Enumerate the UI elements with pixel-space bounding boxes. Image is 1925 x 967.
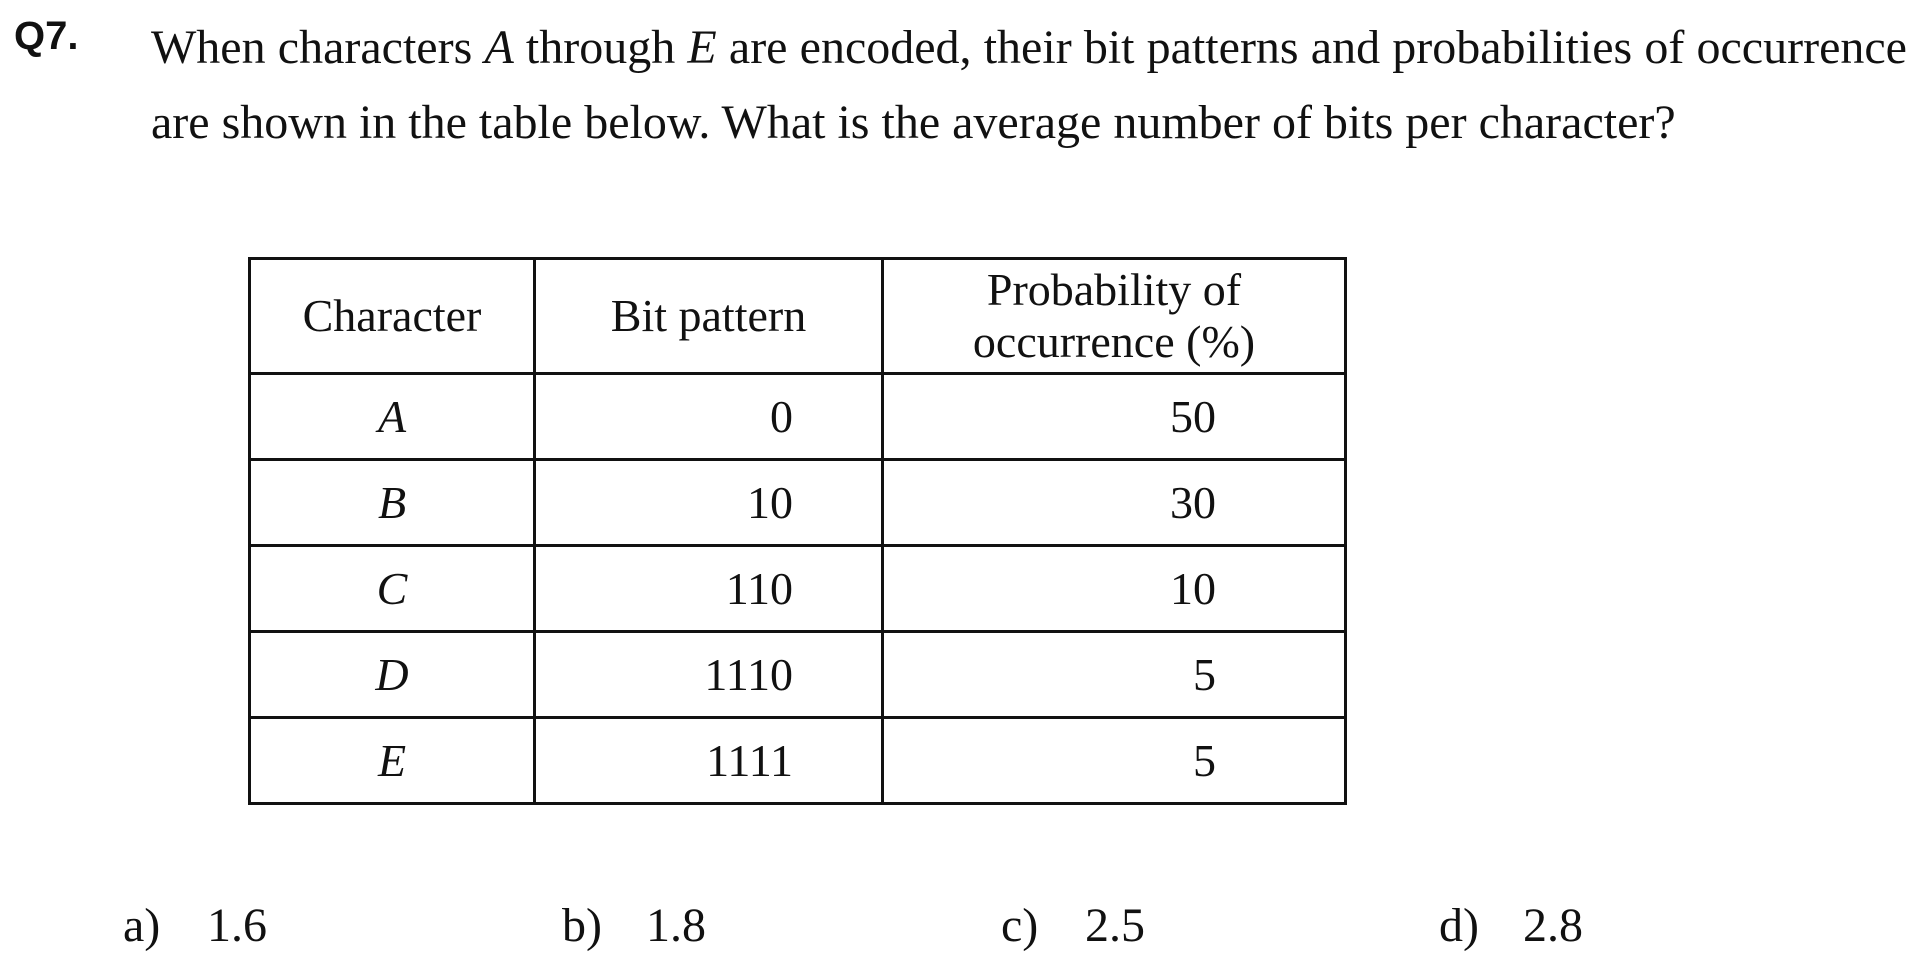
header-probability-line2: occurrence (%)	[972, 316, 1256, 367]
cell-bit-pattern: 110	[533, 544, 884, 633]
cell-probability: 10	[881, 544, 1347, 633]
table-row: D 1110 5	[248, 630, 1347, 719]
cell-bit-pattern: 0	[533, 372, 884, 461]
cell-bit-pattern: 1110	[533, 630, 884, 719]
cell-probability: 50	[881, 372, 1347, 461]
answer-choice-a[interactable]: a) 1.6	[123, 896, 267, 956]
header-probability-line1: Probability of	[986, 264, 1242, 315]
question-text-part: When characters	[151, 21, 485, 74]
question-text-part: through	[513, 21, 688, 74]
cell-character: E	[248, 716, 536, 805]
question-text: When characters A through E are encoded,…	[151, 10, 1907, 160]
cell-probability: 5	[881, 630, 1347, 719]
question-text-part: are encoded, their bit patterns and prob…	[151, 21, 1907, 149]
choice-letter: c)	[1001, 899, 1039, 952]
choice-value: 2.5	[1085, 899, 1145, 952]
question-number: Q7.	[14, 14, 79, 58]
table-row: C 110 10	[248, 544, 1347, 633]
answer-choice-c[interactable]: c) 2.5	[1001, 896, 1145, 956]
choice-letter: a)	[123, 899, 161, 952]
choice-value: 1.8	[646, 899, 706, 952]
header-bit-pattern: Bit pattern	[533, 257, 884, 375]
cell-character: D	[248, 630, 536, 719]
cell-bit-pattern: 10	[533, 458, 884, 547]
table-header-row: Character Bit pattern Probability of occu…	[248, 257, 1347, 375]
choice-value: 1.6	[207, 899, 267, 952]
choice-letter: d)	[1439, 899, 1479, 952]
choice-value: 2.8	[1523, 899, 1583, 952]
cell-probability: 30	[881, 458, 1347, 547]
cell-character: A	[248, 372, 536, 461]
answer-choice-b[interactable]: b) 1.8	[562, 896, 706, 956]
character-variable-a: A	[484, 21, 514, 74]
header-character: Character	[248, 257, 536, 375]
table-row: A 0 50	[248, 372, 1347, 461]
table-row: B 10 30	[248, 458, 1347, 547]
cell-probability: 5	[881, 716, 1347, 805]
cell-bit-pattern: 1111	[533, 716, 884, 805]
table-row: E 1111 5	[248, 716, 1347, 805]
header-probability: Probability of occurrence (%)	[881, 257, 1347, 375]
encoding-table: Character Bit pattern Probability of occu…	[248, 257, 1347, 805]
choice-letter: b)	[562, 899, 602, 952]
cell-character: C	[248, 544, 536, 633]
answer-choice-d[interactable]: d) 2.8	[1439, 896, 1583, 956]
cell-character: B	[248, 458, 536, 547]
character-variable-e: E	[687, 21, 717, 74]
